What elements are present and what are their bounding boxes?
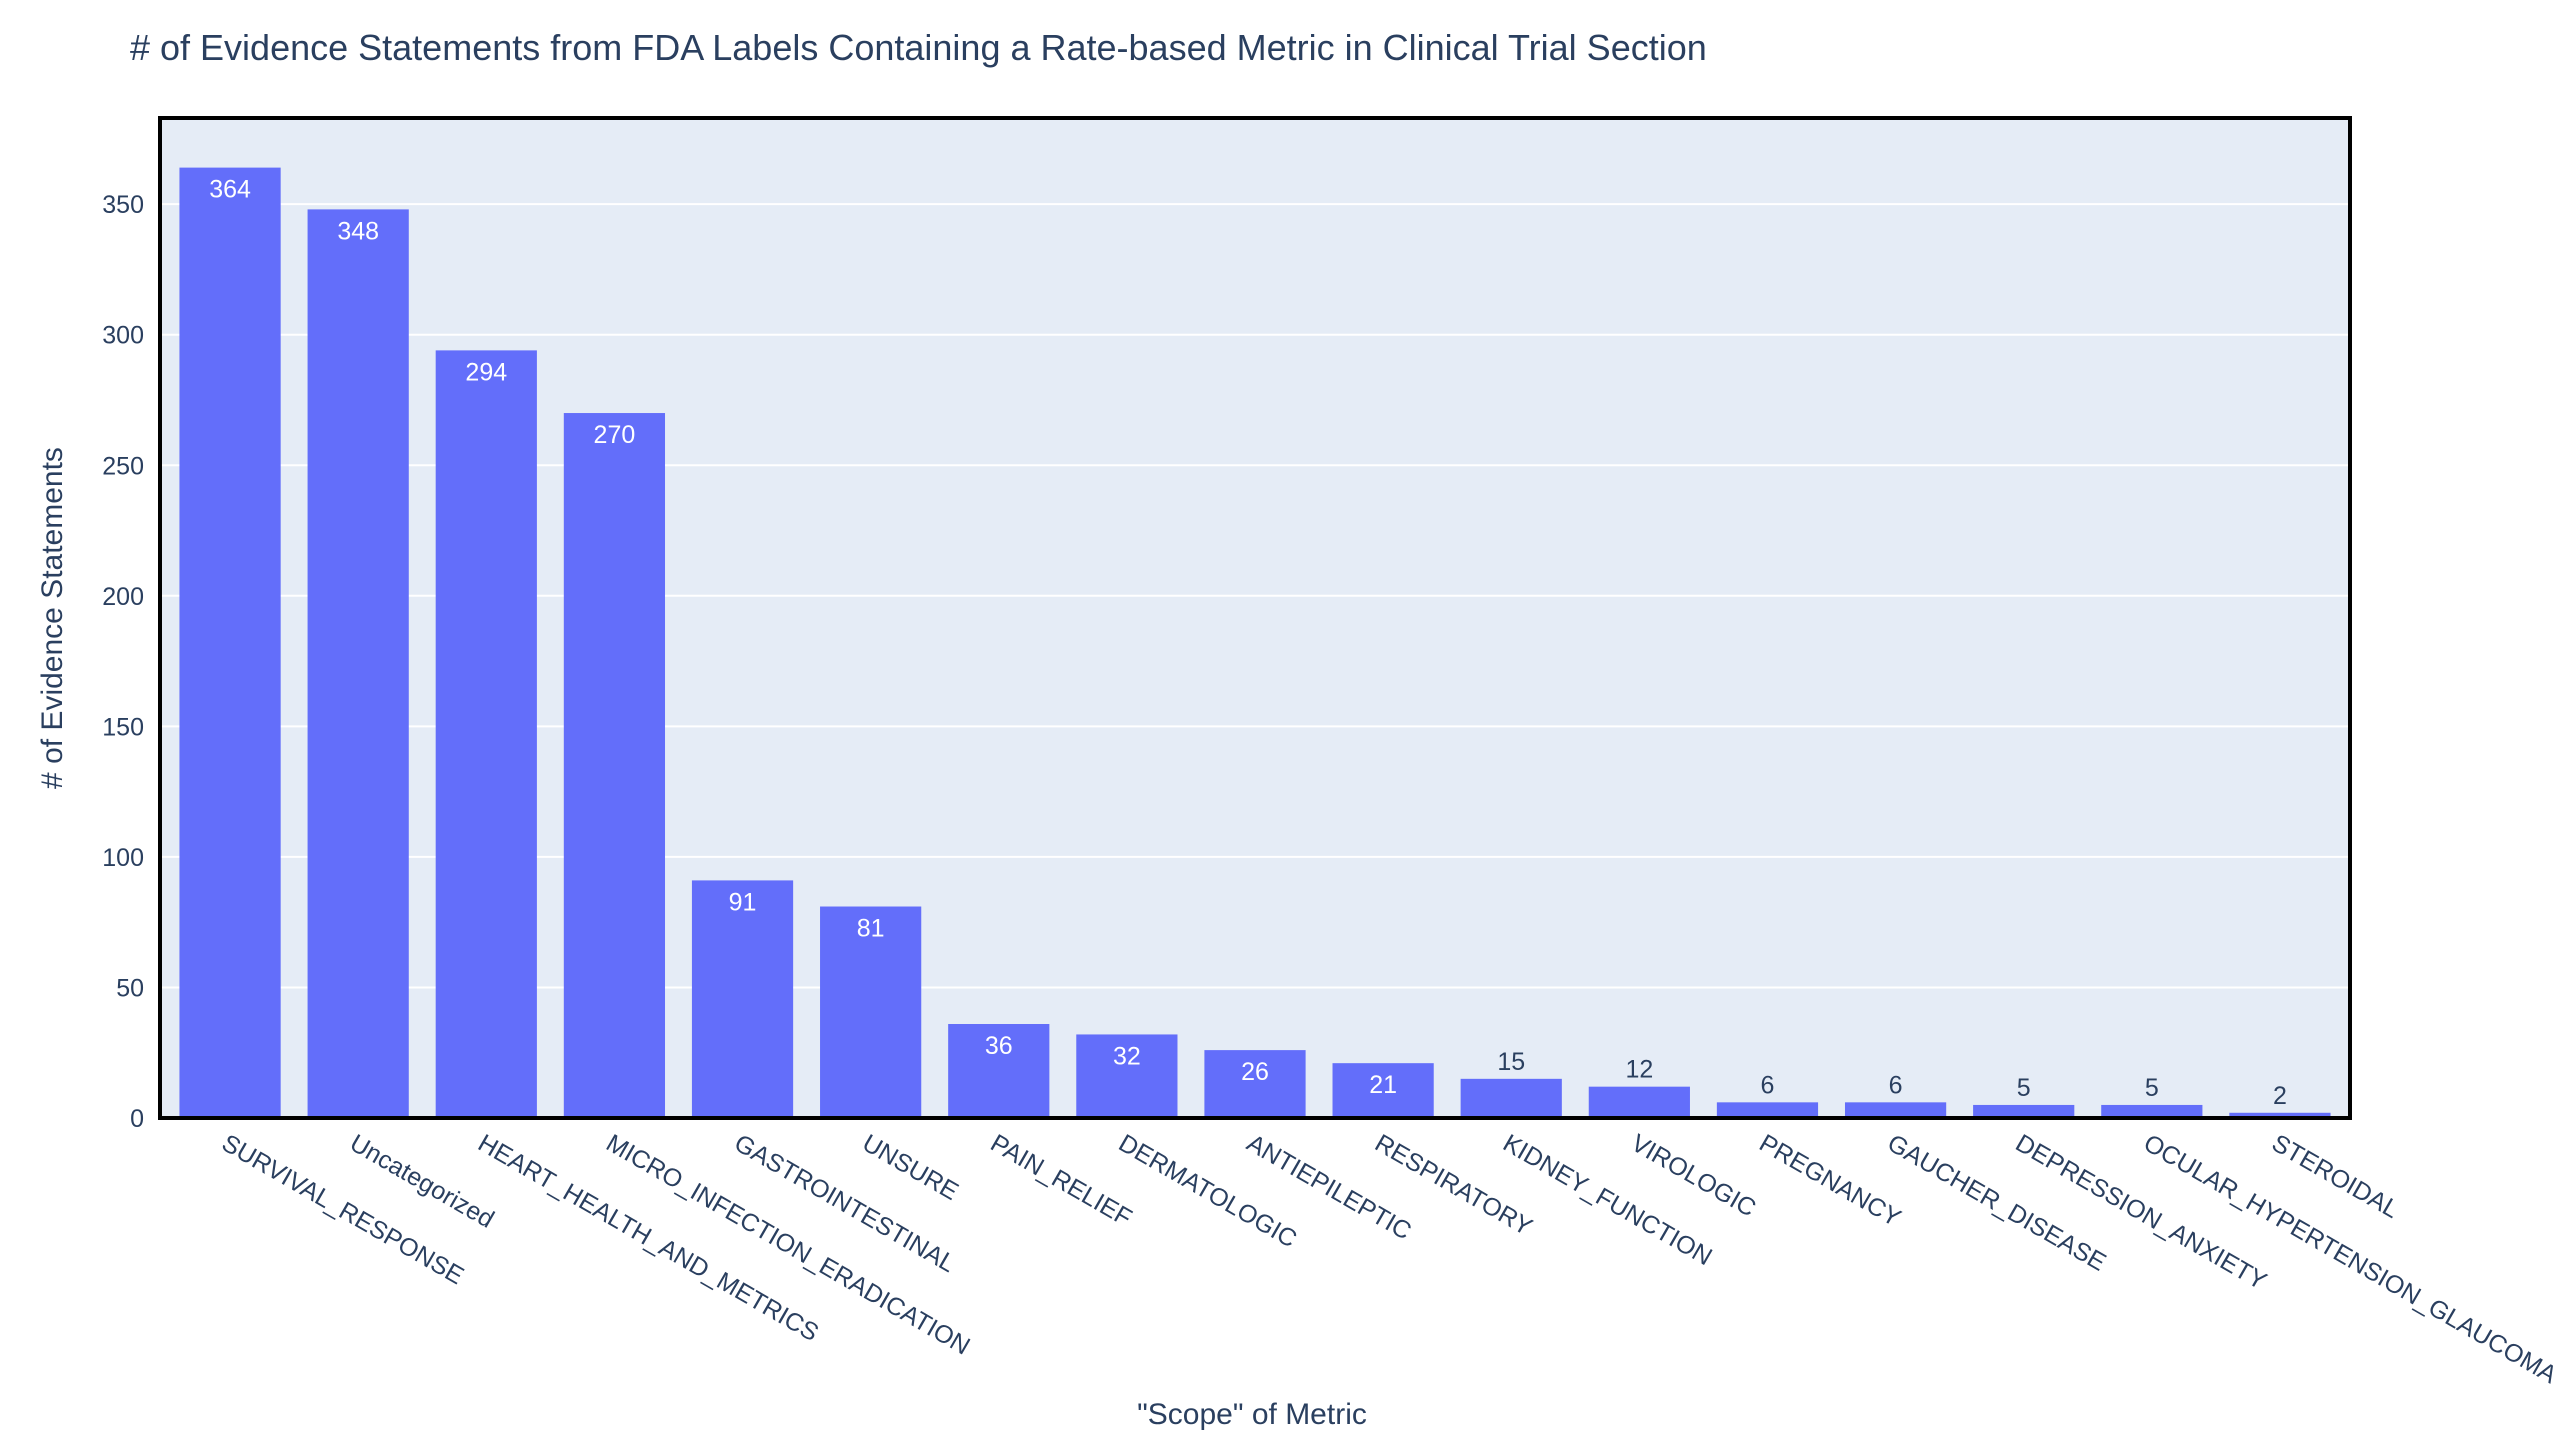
bar[interactable] <box>820 906 922 1118</box>
bars <box>179 167 2331 1119</box>
y-tick-label: 200 <box>102 583 144 611</box>
x-tick-label: GASTROINTESTINAL <box>730 1129 961 1278</box>
bar[interactable] <box>2229 1112 2331 1118</box>
bar-value-label: 26 <box>1241 1058 1269 1086</box>
bar[interactable] <box>1844 1102 1947 1118</box>
y-tick-label: 0 <box>130 1105 144 1133</box>
bar-value-labels: 364 348 294 270 91 81 36 32 26 21 15 12 6 6 5 5 2 <box>209 176 2287 1110</box>
bar[interactable] <box>1588 1086 1690 1118</box>
bar[interactable] <box>948 1024 1050 1118</box>
bar-value-label: 91 <box>729 888 757 916</box>
x-tick-label: KIDNEY_FUNCTION <box>1498 1129 1717 1271</box>
bar-value-label: 348 <box>337 217 379 245</box>
y-tick-label: 50 <box>116 974 144 1002</box>
bar[interactable] <box>1076 1034 1178 1118</box>
bar[interactable] <box>691 880 794 1118</box>
y-tick-label: 100 <box>102 844 144 872</box>
y-tick-label: 300 <box>102 322 144 350</box>
bar[interactable] <box>1204 1050 1306 1118</box>
x-tick-label: PREGNANCY <box>1754 1129 1905 1233</box>
plot-frame <box>158 116 2352 1120</box>
bar-value-label: 294 <box>465 358 507 386</box>
bar-value-label: 2 <box>2273 1082 2287 1110</box>
x-tick-label: SURVIVAL_RESPONSE <box>217 1129 468 1290</box>
x-tick-label: PAIN_RELIEF <box>986 1129 1137 1232</box>
bar[interactable] <box>1716 1102 1819 1118</box>
bar-value-label: 81 <box>857 915 885 943</box>
chart-title: # of Evidence Statements from FDA Labels… <box>130 27 1707 68</box>
y-tick-label: 150 <box>102 713 144 741</box>
x-axis-title: "Scope" of Metric <box>1137 1398 1367 1431</box>
bar[interactable] <box>435 350 537 1118</box>
y-tick-label: 250 <box>102 452 144 480</box>
bar[interactable] <box>179 167 281 1119</box>
bar[interactable] <box>307 209 409 1119</box>
bar-value-label: 21 <box>1369 1071 1397 1099</box>
bar-value-label: 12 <box>1625 1056 1653 1084</box>
bar[interactable] <box>563 413 666 1118</box>
bar[interactable] <box>1460 1078 1562 1118</box>
bar-value-label: 5 <box>2145 1074 2159 1102</box>
x-tick-label: GAUCHER_DISEASE <box>1883 1129 2111 1277</box>
y-axis-ticks: 0 50 100 150 200 250 300 350 <box>102 191 144 1133</box>
bar[interactable] <box>1973 1104 2075 1118</box>
bar-value-label: 32 <box>1113 1042 1141 1070</box>
bar-value-label: 364 <box>209 176 251 204</box>
bar-value-label: 6 <box>1889 1071 1903 1099</box>
bar-value-label: 6 <box>1761 1071 1775 1099</box>
bar-value-label: 5 <box>2017 1074 2031 1102</box>
y-axis-title: # of Evidence Statements <box>36 447 69 789</box>
bar[interactable] <box>2101 1104 2203 1118</box>
x-axis-ticks: SURVIVAL_RESPONSEUncategorizedHEART_HEAL… <box>217 1129 2560 1389</box>
bar[interactable] <box>1332 1063 1434 1118</box>
bar-value-label: 270 <box>594 421 636 449</box>
bar-value-label: 36 <box>985 1032 1013 1060</box>
x-tick-label: UNSURE <box>858 1129 963 1206</box>
bar-value-label: 15 <box>1497 1048 1525 1076</box>
y-tick-label: 350 <box>102 191 144 219</box>
